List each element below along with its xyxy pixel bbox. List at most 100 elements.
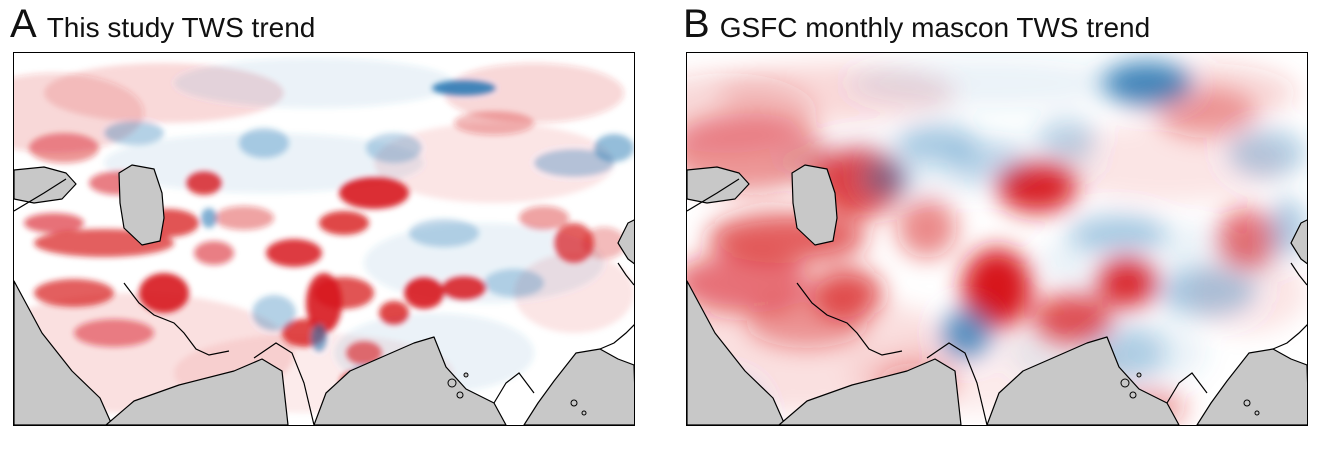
b-trend-blob xyxy=(897,198,957,258)
b-bay-of-bengal-mask xyxy=(986,336,1180,425)
a-trend-blob xyxy=(194,241,234,265)
panel-b-map xyxy=(686,52,1308,426)
a-trend-blob xyxy=(582,227,626,259)
trend-field-b xyxy=(687,58,1307,425)
b-trend-blob xyxy=(812,268,882,318)
a-coastline xyxy=(253,342,315,425)
b-coastline xyxy=(1290,262,1307,286)
a-trend-blob xyxy=(139,273,189,313)
b-red-sea-mask xyxy=(687,280,786,425)
b-yellow-sea-mask xyxy=(1290,219,1307,265)
a-trend-blob xyxy=(444,63,624,123)
a-trend-blob xyxy=(174,58,454,108)
a-trend-blob xyxy=(432,80,496,96)
a-coastline xyxy=(14,178,67,212)
a-trend-blob xyxy=(409,219,479,247)
b-south-china-sea-mask xyxy=(1196,348,1307,425)
panel-a-title: A This study TWS trend xyxy=(10,0,315,52)
b-island xyxy=(1243,399,1251,407)
a-trend-blob xyxy=(366,133,422,163)
a-south-china-sea-mask xyxy=(523,348,634,425)
b-trend-blob xyxy=(1102,61,1192,105)
a-island xyxy=(447,378,457,388)
panel-a-letter: A xyxy=(10,2,37,46)
b-coastline xyxy=(1166,372,1208,404)
b-black-sea-mask xyxy=(687,166,750,204)
a-trend-blob xyxy=(104,121,164,145)
a-trend-blob xyxy=(594,134,634,162)
a-trend-blob xyxy=(104,133,424,193)
panel-a-title-text: This study TWS trend xyxy=(46,12,316,43)
b-island xyxy=(1254,410,1260,416)
a-caspian-sea-mask xyxy=(118,164,165,246)
b-trend-blob xyxy=(1047,123,1287,203)
b-trend-blob xyxy=(942,308,992,358)
b-trend-blob xyxy=(1032,293,1112,343)
a-trend-blob xyxy=(534,149,614,177)
b-trend-blob xyxy=(1227,128,1307,178)
b-coastline xyxy=(796,282,903,356)
a-island xyxy=(463,372,469,378)
b-trend-blob xyxy=(962,248,1032,328)
b-trend-blob xyxy=(1157,268,1257,318)
a-trend-blob xyxy=(554,223,594,263)
a-island xyxy=(581,410,587,416)
a-trend-blob xyxy=(239,128,289,158)
a-bay-of-bengal-mask xyxy=(313,336,507,425)
a-trend-blob xyxy=(442,276,486,300)
a-trend-blob xyxy=(519,206,569,230)
a-trend-blob xyxy=(514,253,634,333)
panel-b-title: B GSFC monthly mascon TWS trend xyxy=(683,0,1150,52)
a-trend-blob xyxy=(314,277,374,309)
b-coastline xyxy=(1272,324,1307,350)
b-trend-blob xyxy=(862,158,912,198)
a-yellow-sea-mask xyxy=(617,219,634,265)
b-island xyxy=(1129,391,1137,399)
b-trend-blob xyxy=(1037,118,1097,158)
a-red-sea-mask xyxy=(14,280,113,425)
a-trend-blob xyxy=(201,208,217,228)
trend-field-a xyxy=(14,58,634,425)
b-trend-blob xyxy=(1217,208,1277,268)
b-coastline xyxy=(926,342,988,425)
a-coastline xyxy=(599,324,634,350)
a-trend-blob xyxy=(214,206,274,230)
a-trend-blob xyxy=(484,269,544,297)
a-trend-blob xyxy=(404,277,444,309)
a-trend-blob xyxy=(454,111,534,135)
a-trend-blob xyxy=(379,301,409,325)
a-trend-blob xyxy=(74,319,154,347)
panel-a-map xyxy=(13,52,635,426)
b-arabian-sea-mask xyxy=(778,358,962,425)
a-coastline xyxy=(493,372,535,404)
a-arabian-sea-mask xyxy=(105,358,289,425)
a-trend-blob xyxy=(374,123,614,203)
a-trend-blob xyxy=(29,133,99,163)
a-trend-blob xyxy=(252,295,296,331)
b-trend-blob xyxy=(1097,258,1157,308)
b-trend-blob xyxy=(1157,88,1257,138)
a-trend-blob xyxy=(311,324,327,352)
a-island xyxy=(570,399,578,407)
sea-mask-b xyxy=(687,164,1307,425)
panel-b-letter: B xyxy=(683,2,710,46)
b-trend-blob xyxy=(1067,213,1167,253)
b-trend-blob xyxy=(947,143,1027,183)
panel-b-title-text: GSFC monthly mascon TWS trend xyxy=(719,12,1151,43)
b-trend-blob xyxy=(687,253,812,313)
a-trend-blob xyxy=(339,177,409,209)
panel-a-map-svg xyxy=(14,58,634,425)
a-black-sea-mask xyxy=(14,166,77,204)
b-island xyxy=(1136,372,1142,378)
b-coastline xyxy=(687,178,740,212)
a-trend-blob xyxy=(346,341,382,365)
sea-mask-a xyxy=(14,164,634,425)
a-island xyxy=(456,391,464,399)
a-trend-blob xyxy=(319,211,369,235)
b-island xyxy=(1120,378,1130,388)
b-caspian-sea-mask xyxy=(791,164,838,246)
a-trend-blob xyxy=(24,213,84,233)
a-trend-blob xyxy=(186,171,222,195)
b-trend-blob xyxy=(847,58,1127,108)
a-trend-blob xyxy=(266,239,322,267)
